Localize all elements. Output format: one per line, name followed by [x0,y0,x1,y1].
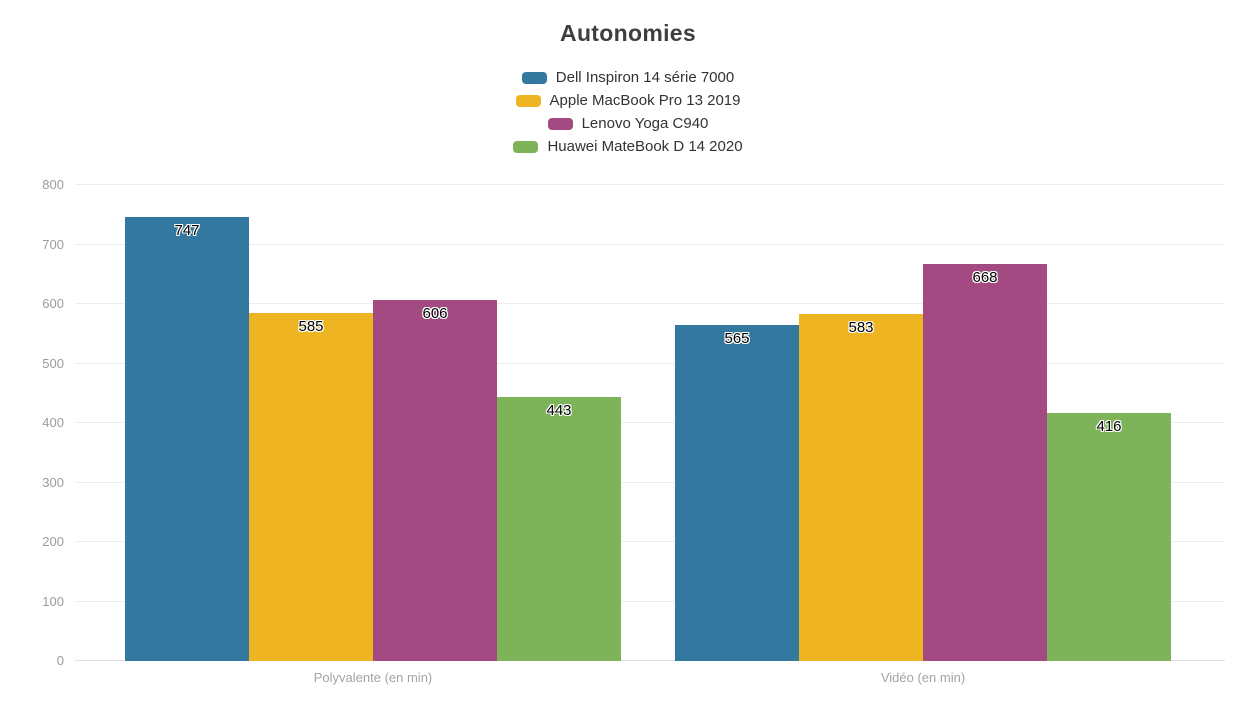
y-axis-tick-label-600: 600 [42,296,64,311]
plot-area: 0 100 200 300 400 500 600 700 800 747 585 606 443 Pol… [42,177,1225,685]
bar-value-label: 747 [174,221,200,239]
bar-value-label: 606 [422,305,448,323]
y-axis-tick-label-400: 400 [42,415,64,430]
y-axis-tick-label-800: 800 [42,177,64,192]
y-axis-tick-label-500: 500 [42,355,64,371]
gridline-600 [75,303,1225,304]
bar-apple-macbook-pro-13-2019-polyvalente-en-min[interactable]: 585 [249,312,373,661]
gridline-200 [75,541,1225,542]
gridline-500 [75,362,1225,364]
legend-swatch-icon [515,94,541,107]
bar-huawei-matebook-d-14-2020-vid-o-en-min[interactable]: 416 [1047,413,1171,661]
legend-swatch-icon [521,71,547,84]
y-axis-tick-label-700: 700 [42,236,64,252]
bar-lenovo-yoga-c940-vid-o-en-min[interactable]: 668 [923,263,1047,661]
legend-label: Lenovo Yoga C940 [581,115,709,132]
legend-label: Apple MacBook Pro 13 2019 [549,92,741,109]
bar-huawei-matebook-d-14-2020-polyvalente-en-min[interactable]: 443 [497,397,621,661]
y-axis-tick-label-100: 100 [42,593,64,609]
x-axis-category-label-vid-o-en-min: Vidéo (en min) [880,670,966,685]
bar-value-label: 443 [546,402,572,420]
y-axis-tick-label-200: 200 [42,534,64,549]
x-axis-category-label-polyvalente-en-min: Polyvalente (en min) [313,670,433,685]
legend-label: Huawei MateBook D 14 2020 [547,138,743,155]
bar-group-polyvalente-en-min: 747 585 606 443 [125,185,621,661]
bar-apple-macbook-pro-13-2019-vid-o-en-min[interactable]: 583 [799,314,923,661]
legend-item-huawei-matebook-d-14-2020[interactable]: Huawei MateBook D 14 2020 [513,135,743,158]
gridline-100 [75,600,1225,602]
bar-dell-inspiron-14-s-rie-7000-vid-o-en-min[interactable]: 565 [675,324,799,661]
gridline-800 [75,184,1225,185]
y-axis-tick-label-300: 300 [42,474,64,490]
legend-item-lenovo-yoga-c940[interactable]: Lenovo Yoga C940 [547,112,709,135]
y-axis-tick-label-0: 0 [56,653,64,668]
bar-lenovo-yoga-c940-polyvalente-en-min[interactable]: 606 [373,300,497,661]
chart-title: Autonomies [560,20,696,46]
bar-dell-inspiron-14-s-rie-7000-polyvalente-en-min[interactable]: 747 [125,216,249,661]
bar-value-label: 668 [972,268,998,286]
gridline-300 [75,481,1225,483]
chart-legend: Dell Inspiron 14 série 7000 Apple MacBook… [0,66,1256,158]
gridline-0 [75,660,1225,661]
bar-value-label: 416 [1096,418,1122,436]
legend-item-dell-inspiron-14-s-rie-7000[interactable]: Dell Inspiron 14 série 7000 [521,66,735,89]
bar-value-label: 583 [848,319,874,337]
legend-label: Dell Inspiron 14 série 7000 [555,69,735,86]
legend-item-apple-macbook-pro-13-2019[interactable]: Apple MacBook Pro 13 2019 [515,89,741,112]
bar-group-vid-o-en-min: 565 583 668 416 [675,185,1171,661]
legend-swatch-icon [513,140,539,153]
gridline-400 [75,422,1225,423]
legend-swatch-icon [547,117,573,130]
bar-value-label: 585 [298,317,324,335]
bar-value-label: 565 [724,329,750,347]
gridline-700 [75,243,1225,245]
